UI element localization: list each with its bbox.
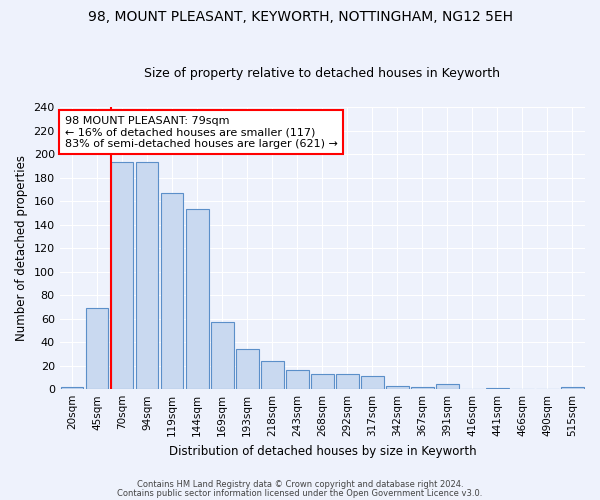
Bar <box>361 376 383 389</box>
Bar <box>111 162 133 389</box>
Bar <box>161 193 184 389</box>
Bar <box>86 308 109 389</box>
Bar <box>261 361 284 389</box>
Bar <box>436 384 458 389</box>
Bar <box>186 210 209 389</box>
Bar <box>486 388 509 389</box>
Text: 98 MOUNT PLEASANT: 79sqm
← 16% of detached houses are smaller (117)
83% of semi-: 98 MOUNT PLEASANT: 79sqm ← 16% of detach… <box>65 116 338 148</box>
Title: Size of property relative to detached houses in Keyworth: Size of property relative to detached ho… <box>145 66 500 80</box>
Bar <box>211 322 233 389</box>
Bar <box>61 387 83 389</box>
Y-axis label: Number of detached properties: Number of detached properties <box>15 155 28 341</box>
Text: Contains public sector information licensed under the Open Government Licence v3: Contains public sector information licen… <box>118 489 482 498</box>
Bar <box>136 162 158 389</box>
Bar <box>311 374 334 389</box>
Bar <box>286 370 308 389</box>
Bar <box>411 387 434 389</box>
Text: 98, MOUNT PLEASANT, KEYWORTH, NOTTINGHAM, NG12 5EH: 98, MOUNT PLEASANT, KEYWORTH, NOTTINGHAM… <box>88 10 512 24</box>
Bar <box>386 386 409 389</box>
Bar <box>561 387 584 389</box>
Bar <box>236 349 259 389</box>
X-axis label: Distribution of detached houses by size in Keyworth: Distribution of detached houses by size … <box>169 444 476 458</box>
Bar <box>336 374 359 389</box>
Text: Contains HM Land Registry data © Crown copyright and database right 2024.: Contains HM Land Registry data © Crown c… <box>137 480 463 489</box>
